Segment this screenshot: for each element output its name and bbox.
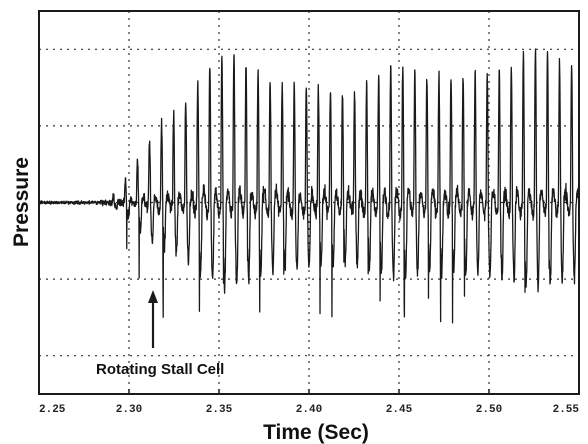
y-axis-title: Pressure: [10, 157, 33, 247]
grid: [39, 11, 579, 394]
x-tick-label: 2.50: [476, 404, 502, 416]
annotation-arrow-head: [148, 290, 158, 303]
trace-group: [38, 48, 580, 324]
x-ticks: 2.25 2.30 2.35 2.40 2.45 2.50 2.55: [38, 389, 580, 416]
x-tick-label: 2.45: [386, 404, 413, 416]
x-tick-label: 2.55: [553, 404, 580, 416]
annotation-label: Rotating Stall Cell: [96, 361, 224, 378]
x-tick-label: 2.30: [116, 404, 142, 416]
x-tick-label: 2.40: [296, 404, 322, 416]
pressure-trace: [38, 48, 580, 324]
x-tick-label: 2.35: [206, 404, 233, 416]
x-axis-title: Time (Sec): [263, 421, 369, 444]
annotation-group: Rotating Stall Cell: [96, 290, 224, 378]
x-tick-label: 2.25: [39, 404, 66, 416]
